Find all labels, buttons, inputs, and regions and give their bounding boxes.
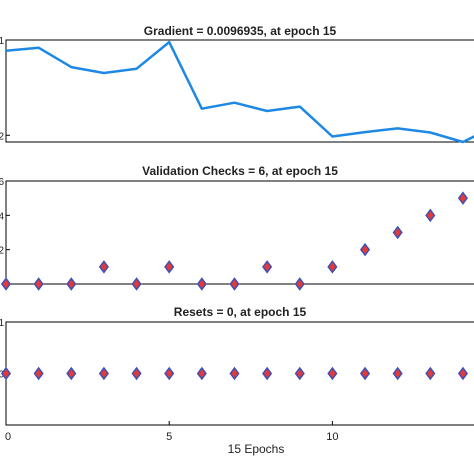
- validation-ytick-label: 4: [0, 211, 4, 222]
- validation-point: [66, 277, 77, 291]
- resets-point: [425, 366, 436, 381]
- validation-point: [457, 191, 469, 205]
- validation-point: [327, 260, 338, 274]
- x-tick-label: 0: [5, 431, 11, 443]
- validation-point: [196, 277, 207, 291]
- resets-panel: Resets = 0, at epoch 15 10 0 5 10: [0, 305, 474, 443]
- resets-point: [229, 366, 240, 381]
- validation-title: Validation Checks = 6, at epoch 15: [142, 164, 338, 178]
- validation-ytick-label: 2: [0, 246, 4, 257]
- validation-ytick-label: 6: [0, 177, 4, 188]
- validation-point: [164, 260, 175, 274]
- gradient-axes-box: [5, 39, 474, 143]
- x-tick-label: 10: [326, 431, 338, 443]
- validation-point: [98, 260, 109, 274]
- resets-ytick-label: 1: [0, 318, 4, 329]
- gradient-series-line: [5, 40, 474, 144]
- resets-point: [131, 366, 142, 381]
- resets-point: [66, 366, 77, 381]
- validation-point: [425, 208, 436, 223]
- resets-point: [359, 366, 371, 381]
- resets-point: [294, 366, 305, 381]
- resets-point: [457, 366, 469, 381]
- resets-point: [196, 366, 207, 381]
- validation-point: [33, 277, 44, 291]
- resets-point: [33, 366, 44, 381]
- resets-title: Resets = 0, at epoch 15: [174, 305, 307, 319]
- validation-point: [229, 277, 240, 291]
- resets-point: [392, 366, 403, 381]
- validation-point: [0, 277, 12, 291]
- validation-point: [131, 277, 142, 291]
- x-tick-label: 5: [166, 431, 172, 443]
- resets-point: [164, 366, 175, 381]
- resets-point: [0, 366, 12, 381]
- gradient-panel: Gradient = 0.0096935, at epoch 15 1 2: [0, 24, 474, 144]
- gradient-title: Gradient = 0.0096935, at epoch 15: [144, 24, 337, 38]
- resets-point: [98, 366, 109, 381]
- resets-point: [262, 366, 273, 381]
- gradient-ytick-label: 1: [0, 36, 4, 47]
- validation-panel: Validation Checks = 6, at epoch 15 6 4 2: [0, 164, 474, 291]
- gradient-ytick-label: 2: [0, 131, 4, 142]
- validation-point: [392, 225, 403, 240]
- validation-axes-box: [5, 180, 474, 285]
- resets-point: [327, 366, 338, 381]
- validation-point: [359, 242, 371, 257]
- validation-point: [262, 260, 273, 274]
- x-axis-label: 15 Epochs: [228, 442, 285, 456]
- validation-point: [294, 277, 305, 291]
